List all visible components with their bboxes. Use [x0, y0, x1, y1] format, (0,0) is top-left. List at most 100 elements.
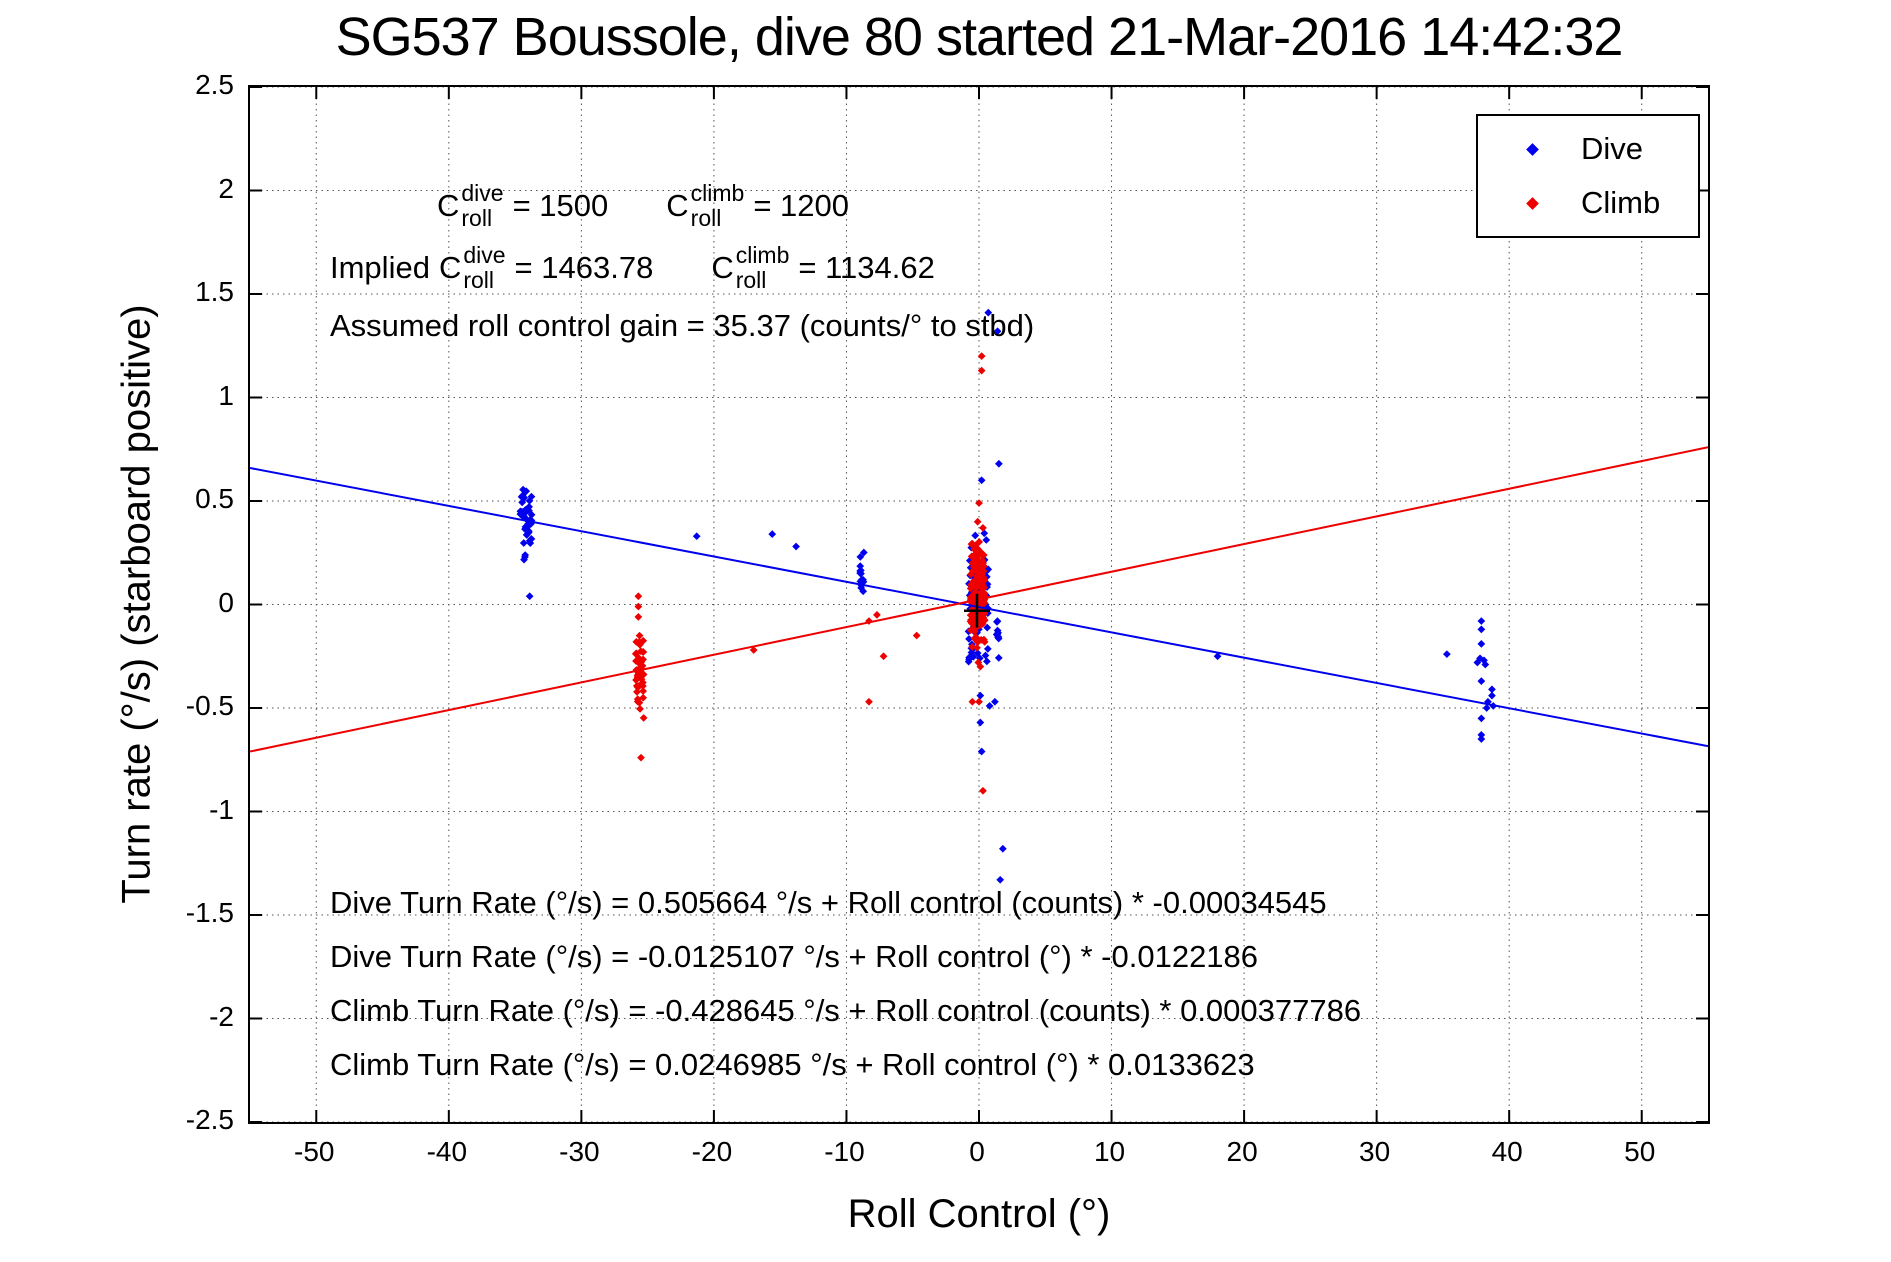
data-point — [639, 636, 648, 645]
data-point — [1477, 625, 1486, 634]
data-point — [856, 566, 865, 575]
implied-c-roll-climb-value: = 1134.62 — [798, 250, 935, 285]
data-point — [1477, 735, 1486, 743]
y-tick-label: -1 — [209, 793, 234, 825]
data-point — [865, 697, 873, 706]
data-point — [977, 635, 986, 644]
data-point — [518, 498, 527, 507]
y-tick-label: 0.5 — [195, 483, 234, 514]
data-point — [873, 610, 881, 619]
y-tick-label: 2.5 — [195, 69, 234, 100]
data-point — [879, 652, 888, 661]
dive-marker-icon — [1526, 142, 1539, 156]
data-point — [965, 655, 973, 664]
equation-climb-degrees: Climb Turn Rate (°/s) = 0.0246985 °/s + … — [330, 1047, 1255, 1082]
data-point — [637, 675, 646, 684]
y-tick-label: -2 — [209, 1000, 234, 1032]
equation-dive-counts: Dive Turn Rate (°/s) = 0.505664 °/s + Ro… — [330, 885, 1327, 920]
implied-c-roll-dive-value: = 1463.78 — [514, 250, 654, 285]
y-tick-label: -0.5 — [185, 690, 234, 721]
data-point — [983, 644, 992, 653]
y-tick-label: -2.5 — [185, 1104, 234, 1135]
y-tick-label: 1 — [218, 379, 234, 411]
data-point — [635, 631, 644, 640]
data-point — [521, 553, 529, 561]
data-point — [636, 704, 644, 713]
x-axis-label: Roll Control (°) — [847, 1192, 1111, 1236]
legend-label-dive: Dive — [1581, 131, 1644, 166]
data-point — [983, 657, 991, 666]
data-point — [998, 844, 1007, 853]
data-point — [1473, 658, 1482, 667]
data-point — [984, 308, 993, 317]
y-tick-label: 1.5 — [195, 276, 234, 307]
data-point — [525, 502, 533, 511]
data-point — [972, 567, 980, 576]
data-point — [1477, 617, 1486, 625]
data-point — [974, 658, 983, 667]
data-point — [856, 553, 865, 561]
data-point — [994, 634, 1003, 643]
data-point — [768, 530, 777, 538]
data-point — [527, 516, 536, 525]
annotation-roll-gain: Assumed roll control gain = 35.37 (count… — [330, 308, 1035, 343]
equation-dive-degrees: Dive Turn Rate (°/s) = -0.0125107 °/s + … — [330, 939, 1259, 974]
data-point — [972, 550, 981, 559]
data-point — [1443, 650, 1451, 659]
x-tick-label: -10 — [824, 1136, 865, 1167]
y-tick-label: -1.5 — [185, 897, 234, 928]
data-point — [977, 747, 986, 756]
x-tick-label: -20 — [691, 1136, 733, 1167]
y-tick-label: 0 — [218, 586, 234, 618]
data-point — [792, 542, 800, 551]
implied-prefix: Implied — [330, 250, 430, 285]
data-point — [519, 539, 528, 547]
data-point — [968, 697, 977, 706]
data-point — [639, 687, 648, 695]
data-point — [979, 786, 987, 795]
data-point — [632, 649, 640, 658]
data-point — [522, 524, 531, 532]
data-point — [639, 693, 648, 702]
data-point — [966, 570, 975, 579]
data-point — [973, 517, 982, 526]
data-point — [969, 625, 977, 634]
data-point — [859, 548, 868, 557]
data-point — [976, 563, 985, 572]
data-point — [633, 688, 641, 696]
data-point — [975, 697, 983, 706]
data-point — [692, 532, 701, 541]
data-point — [977, 366, 986, 375]
data-point — [977, 476, 986, 485]
data-point — [993, 618, 1001, 626]
data-point — [635, 654, 643, 663]
data-point — [634, 602, 643, 611]
data-point — [982, 536, 991, 544]
data-point — [525, 592, 534, 601]
data-point — [973, 649, 982, 657]
data-point — [978, 617, 987, 626]
data-point — [637, 647, 645, 656]
data-point — [976, 718, 985, 727]
data-point — [975, 538, 984, 546]
dive-points — [516, 308, 1498, 884]
x-tick-label: 20 — [1226, 1136, 1258, 1167]
data-point — [970, 634, 979, 643]
plot-area — [248, 85, 1710, 1124]
data-point — [1213, 652, 1222, 661]
data-point — [994, 653, 1003, 662]
data-point — [971, 531, 980, 540]
data-point — [1488, 685, 1496, 694]
data-point — [976, 691, 985, 700]
x-tick-label: 10 — [1093, 1136, 1126, 1167]
climb-marker-icon — [1526, 196, 1539, 210]
data-point — [985, 702, 994, 710]
y-tick-label: 2 — [218, 172, 234, 204]
data-point — [526, 539, 535, 547]
data-point — [967, 540, 976, 548]
data-point — [859, 587, 868, 596]
x-tick-label: 0 — [969, 1136, 985, 1167]
